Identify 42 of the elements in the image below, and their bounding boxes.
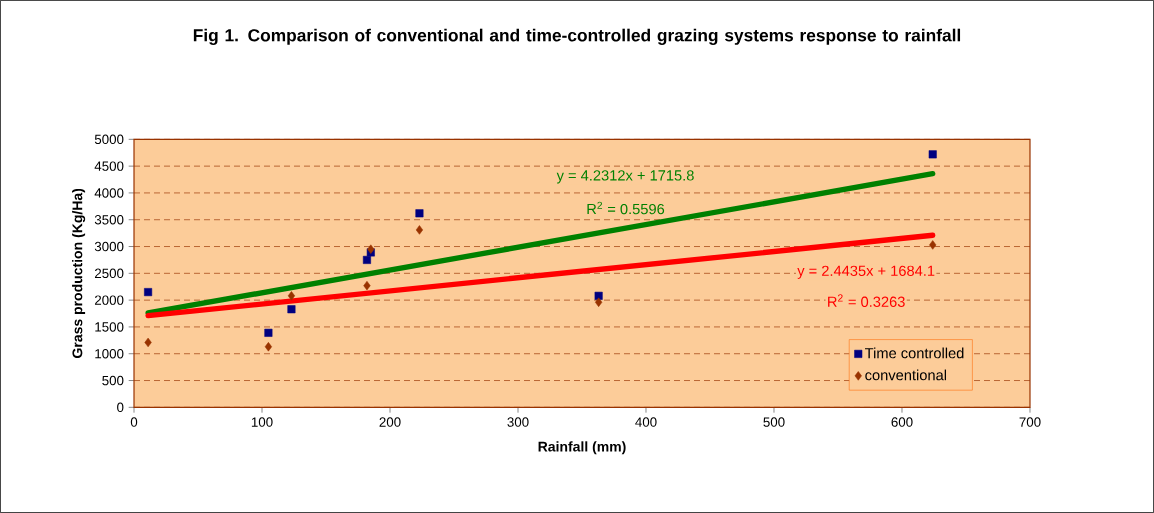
y-tick-label: 0 (117, 402, 124, 413)
point (415, 225, 424, 235)
point (367, 244, 375, 254)
y-tick-label: 2000 (94, 295, 124, 305)
chart-title: Fig 1. Comparison of conventional and time-controlled grazing systems response to rainfall (193, 28, 961, 45)
y-tick-label: 3500 (94, 215, 124, 225)
point (264, 328, 273, 337)
y-tick-label: 2500 (94, 268, 124, 279)
point (363, 280, 371, 291)
y-tick-label: 5000 (94, 134, 124, 145)
point (144, 337, 152, 348)
point (287, 291, 296, 301)
point (287, 305, 296, 314)
x-tick-label: 200 (379, 417, 401, 427)
point (144, 288, 153, 297)
legend-label: conventional (865, 369, 947, 381)
y-tick-label: 500 (102, 375, 124, 386)
y-tick-label: 1500 (95, 322, 124, 332)
point (264, 342, 272, 352)
y-axis-title: Grass production (Kg/Ha) (72, 188, 86, 358)
x-tick-label: 600 (891, 417, 913, 427)
y-tick-label: 1000 (95, 349, 124, 359)
y-tick-label: 4000 (94, 188, 124, 198)
point (415, 209, 424, 218)
point (595, 297, 603, 307)
x-axis-title: Rainfall (mm) (538, 441, 626, 455)
annotation: R$^{2}$ = 0.3263 (828, 294, 905, 307)
x-tick-label: 300 (507, 417, 529, 427)
point (928, 150, 937, 159)
legend-label: Time controlled (865, 347, 964, 359)
annotation: y = 2.4435x + 1684.1 (797, 265, 935, 279)
point (362, 255, 371, 264)
y-tick-label: 3000 (94, 241, 124, 252)
annotation: y = 4.2312x + 1715.8 (556, 170, 694, 184)
x-tick-label: 700 (1019, 417, 1041, 427)
annotation: R$^{2}$ = 0.5596 (587, 201, 665, 215)
point (929, 240, 937, 250)
x-tick-label: 0 (130, 417, 138, 427)
x-tick-label: 400 (635, 417, 657, 427)
x-tick-label: 500 (763, 417, 785, 427)
y-tick-label: 4500 (94, 161, 124, 171)
x-tick-label: 100 (251, 417, 273, 427)
